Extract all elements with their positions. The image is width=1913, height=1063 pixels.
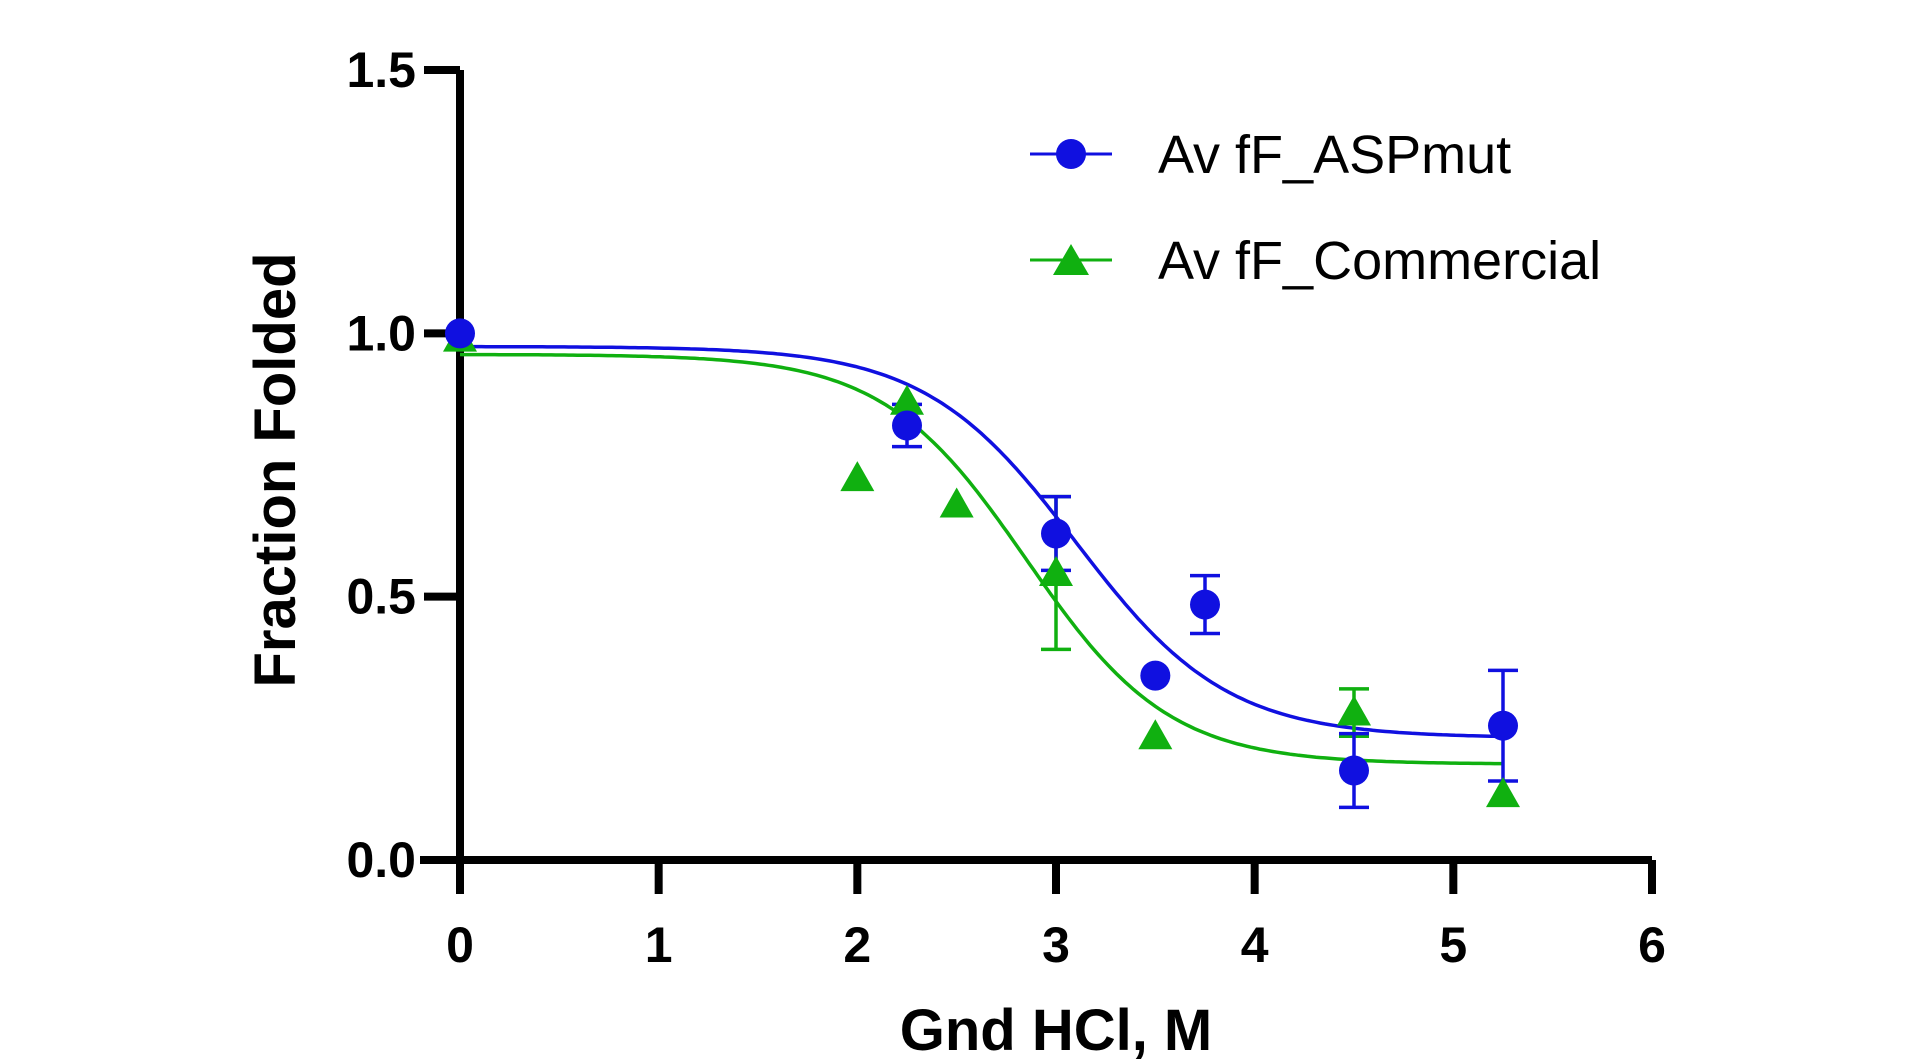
fit-curves (459, 344, 1504, 766)
x-tick-label-0: 0 (446, 917, 474, 973)
point-av-ff-aspmut-4 (1190, 589, 1220, 620)
point-av-ff-commercial-7 (1486, 777, 1520, 808)
y-tick-label-0: 0.0 (346, 832, 416, 888)
fit-curve-av-ff-aspmut (460, 344, 1504, 739)
point-av-ff-commercial-3 (939, 487, 974, 518)
point-av-ff-commercial-6 (1337, 695, 1371, 726)
point-av-ff-commercial-1 (840, 461, 875, 492)
point-av-ff-aspmut-5 (1339, 755, 1369, 786)
point-av-ff-aspmut-6 (1488, 710, 1518, 741)
legend-label-commercial: Av fF_Commercial (1158, 231, 1601, 291)
data-points (443, 318, 1520, 808)
legend-entry-aspmut: Av fF_ASPmut (1030, 125, 1511, 185)
legend-marker-aspmut (1056, 139, 1086, 169)
y-tick-label-1: 0.5 (346, 569, 416, 625)
point-av-ff-aspmut-1 (892, 410, 922, 441)
x-tick-label-5: 5 (1439, 917, 1467, 973)
x-tick-label-4: 4 (1241, 917, 1269, 973)
point-av-ff-aspmut-3 (1140, 660, 1171, 691)
x-tick-label-3: 3 (1042, 917, 1070, 973)
legend-entry-commercial: Av fF_Commercial (1030, 231, 1601, 291)
legend-marker-commercial (1053, 244, 1089, 275)
fit-curve-av-ff-commercial (459, 352, 1503, 766)
point-av-ff-commercial-2 (890, 384, 924, 415)
point-av-ff-aspmut-0 (445, 318, 475, 349)
legend-label-aspmut: Av fF_ASPmut (1158, 125, 1511, 185)
y-tick-label-3: 1.5 (346, 42, 416, 98)
legend: Av fF_ASPmut Av fF_Commercial (1030, 125, 1601, 291)
x-tick-label-6: 6 (1638, 917, 1666, 973)
y-tick-label-2: 1.0 (346, 305, 416, 361)
x-tick-label-1: 1 (645, 917, 673, 973)
x-tick-label-2: 2 (843, 917, 871, 973)
point-av-ff-commercial-4 (1039, 555, 1073, 586)
y-axis-title: Fraction Folded (243, 253, 308, 688)
axes (420, 70, 1652, 864)
point-av-ff-commercial-5 (1138, 719, 1173, 750)
x-axis-title: Gnd HCl, M (900, 998, 1213, 1063)
point-av-ff-aspmut-2 (1041, 518, 1071, 549)
